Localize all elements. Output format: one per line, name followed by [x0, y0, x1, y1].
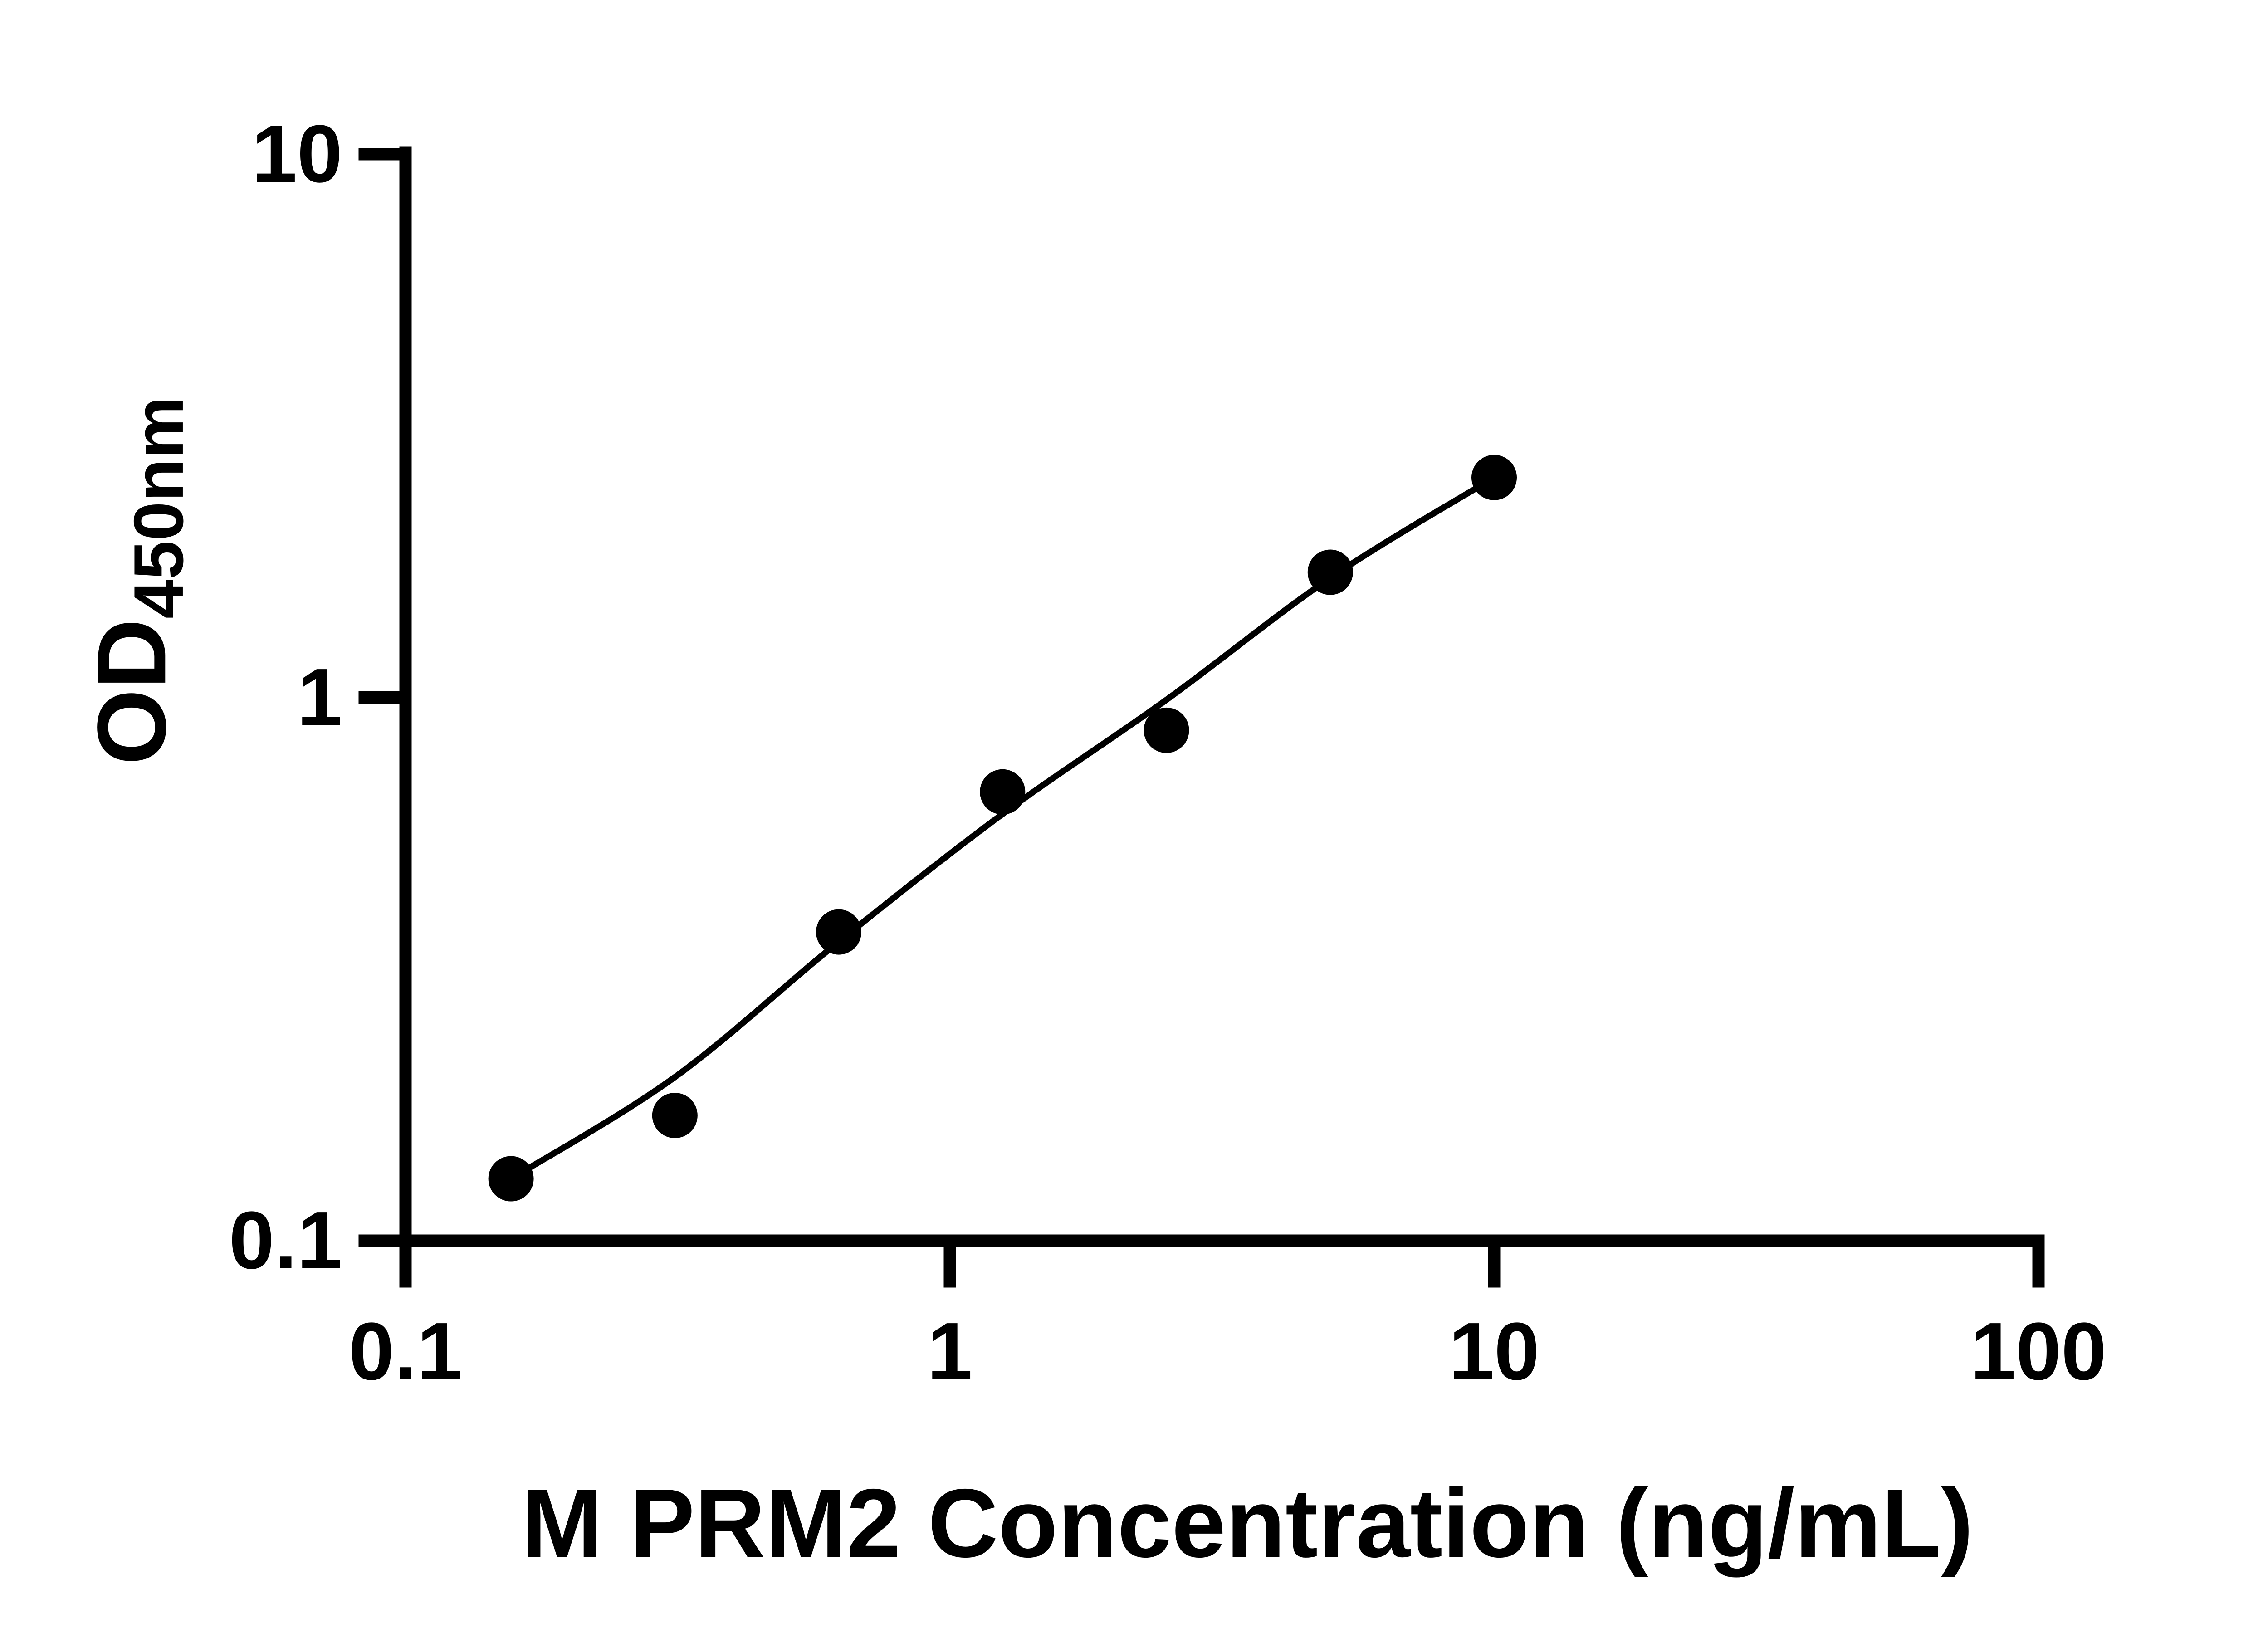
- x-axis-tick: [1488, 1247, 1501, 1288]
- x-tick-label: 0.1: [348, 1306, 463, 1397]
- x-axis-line: [399, 1234, 2045, 1247]
- x-axis-tick: [399, 1247, 412, 1288]
- x-axis-tick: [943, 1247, 956, 1288]
- data-point: [980, 769, 1026, 815]
- y-tick-label: 10: [251, 108, 342, 200]
- y-tick-label: 0.1: [229, 1195, 342, 1286]
- data-point: [816, 909, 862, 955]
- y-axis-tick: [358, 691, 400, 704]
- y-axis-line: [399, 146, 412, 1247]
- data-point: [652, 1093, 698, 1139]
- data-point: [488, 1156, 534, 1202]
- x-tick-label: 10: [1448, 1306, 1540, 1397]
- y-axis-title-subscript: 450nm: [119, 396, 198, 619]
- y-tick-label: 1: [297, 651, 342, 743]
- x-axis-title: M PRM2 Concentration (ng/mL): [521, 1468, 1974, 1578]
- y-axis-tick: [358, 148, 400, 161]
- x-axis-tick: [2032, 1247, 2045, 1288]
- data-point: [1144, 707, 1189, 753]
- data-point: [1471, 455, 1517, 500]
- y-axis-tick: [358, 1234, 400, 1247]
- x-tick-label: 100: [1970, 1306, 2107, 1397]
- y-axis-title: OD450nm: [77, 396, 198, 765]
- x-tick-label: 1: [927, 1306, 973, 1397]
- y-axis-title-main: OD: [77, 618, 186, 765]
- data-point: [1307, 549, 1353, 595]
